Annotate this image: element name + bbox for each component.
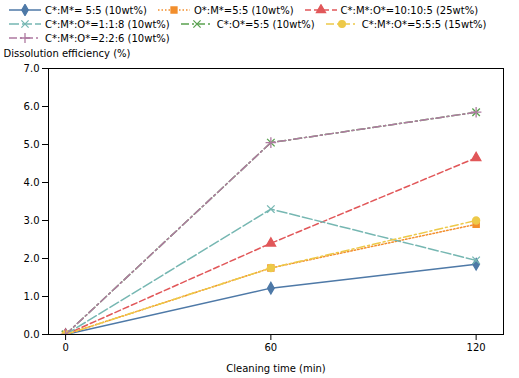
svg-text:Dissolution efficiency (%): Dissolution efficiency (%) bbox=[4, 48, 131, 59]
html-text:C*:M*:O*=5:5:5 (15wt%): C*:M*:O*=5:5:5 (15wt%) bbox=[361, 18, 487, 30]
html-text:C*:M*:O*=10:10:5 (25wt%): C*:M*:O*=10:10:5 (25wt%) bbox=[340, 4, 479, 16]
svg-text:120: 120 bbox=[467, 342, 486, 353]
svg-text:1.0: 1.0 bbox=[24, 291, 40, 302]
svg-text:2.0: 2.0 bbox=[24, 253, 40, 264]
svg-text:4.0: 4.0 bbox=[24, 177, 40, 188]
svg-text:5.0: 5.0 bbox=[24, 139, 40, 150]
html-text:C*:M*:O*=2:2:6 (10wt%): C*:M*:O*=2:2:6 (10wt%) bbox=[45, 32, 170, 44]
svg-text:60: 60 bbox=[265, 342, 278, 353]
svg-text:3.0: 3.0 bbox=[24, 215, 40, 226]
svg-text:0: 0 bbox=[62, 342, 68, 353]
html-text:O*:M*=5:5 (10wt%): O*:M*=5:5 (10wt%) bbox=[194, 4, 294, 16]
svg-text:0.0: 0.0 bbox=[24, 329, 40, 340]
html-text:C*:M*:O*=1:1:8 (10wt%): C*:M*:O*=1:1:8 (10wt%) bbox=[45, 18, 170, 30]
html-text:C*:O*=5:5 (10wt%): C*:O*=5:5 (10wt%) bbox=[216, 18, 315, 30]
svg-text:Cleaning time (min): Cleaning time (min) bbox=[226, 363, 326, 374]
svg-text:7.0: 7.0 bbox=[24, 63, 40, 74]
html-text:C*:M*= 5:5 (10wt%): C*:M*= 5:5 (10wt%) bbox=[45, 4, 147, 16]
svg-text:6.0: 6.0 bbox=[24, 101, 40, 112]
